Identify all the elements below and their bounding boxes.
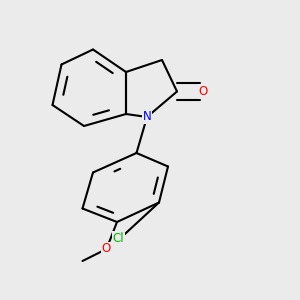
Text: O: O (199, 85, 208, 98)
Text: N: N (142, 110, 152, 124)
Text: O: O (102, 242, 111, 256)
Text: Cl: Cl (113, 232, 124, 245)
